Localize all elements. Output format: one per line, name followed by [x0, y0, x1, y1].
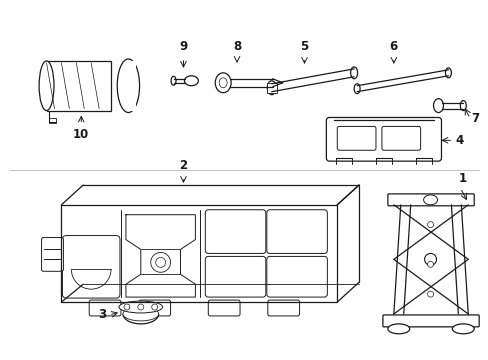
Circle shape	[427, 291, 433, 297]
Ellipse shape	[184, 76, 198, 86]
Text: 2: 2	[179, 159, 187, 172]
Ellipse shape	[219, 78, 226, 88]
Ellipse shape	[451, 324, 473, 334]
Text: 10: 10	[73, 129, 89, 141]
FancyBboxPatch shape	[205, 256, 265, 297]
FancyBboxPatch shape	[208, 300, 240, 316]
Ellipse shape	[445, 68, 450, 78]
Bar	[46, 61, 111, 111]
Ellipse shape	[39, 61, 54, 111]
FancyBboxPatch shape	[41, 238, 63, 271]
Circle shape	[155, 257, 165, 267]
Ellipse shape	[117, 59, 139, 113]
Bar	[266, 83, 276, 93]
Circle shape	[424, 253, 436, 265]
Circle shape	[123, 304, 130, 310]
FancyBboxPatch shape	[267, 300, 299, 316]
Text: 4: 4	[454, 134, 463, 147]
Ellipse shape	[423, 195, 437, 205]
FancyBboxPatch shape	[381, 126, 420, 150]
Ellipse shape	[350, 67, 357, 79]
Text: 6: 6	[389, 40, 397, 53]
FancyBboxPatch shape	[337, 126, 375, 150]
Circle shape	[427, 222, 433, 228]
Bar	[48, 118, 56, 123]
Ellipse shape	[171, 76, 176, 85]
Circle shape	[138, 304, 143, 310]
FancyBboxPatch shape	[325, 117, 441, 161]
Ellipse shape	[387, 324, 409, 334]
FancyBboxPatch shape	[139, 300, 170, 316]
Ellipse shape	[215, 73, 231, 93]
FancyBboxPatch shape	[205, 210, 265, 253]
FancyBboxPatch shape	[382, 315, 478, 327]
Text: 7: 7	[470, 112, 478, 125]
Circle shape	[150, 252, 170, 272]
FancyBboxPatch shape	[89, 300, 121, 316]
Ellipse shape	[267, 81, 276, 95]
Text: 1: 1	[457, 172, 466, 185]
Ellipse shape	[353, 84, 359, 94]
Circle shape	[427, 261, 433, 267]
Ellipse shape	[433, 99, 443, 113]
FancyBboxPatch shape	[387, 194, 473, 206]
Text: 9: 9	[179, 40, 187, 53]
Circle shape	[151, 304, 157, 310]
Ellipse shape	[122, 307, 158, 321]
Ellipse shape	[459, 100, 466, 111]
Text: 3: 3	[98, 309, 106, 321]
FancyBboxPatch shape	[266, 210, 326, 253]
Ellipse shape	[119, 301, 163, 313]
Text: 8: 8	[232, 40, 241, 53]
FancyBboxPatch shape	[62, 235, 120, 298]
Text: 5: 5	[300, 40, 308, 53]
Bar	[128, 61, 136, 111]
FancyBboxPatch shape	[266, 256, 326, 297]
